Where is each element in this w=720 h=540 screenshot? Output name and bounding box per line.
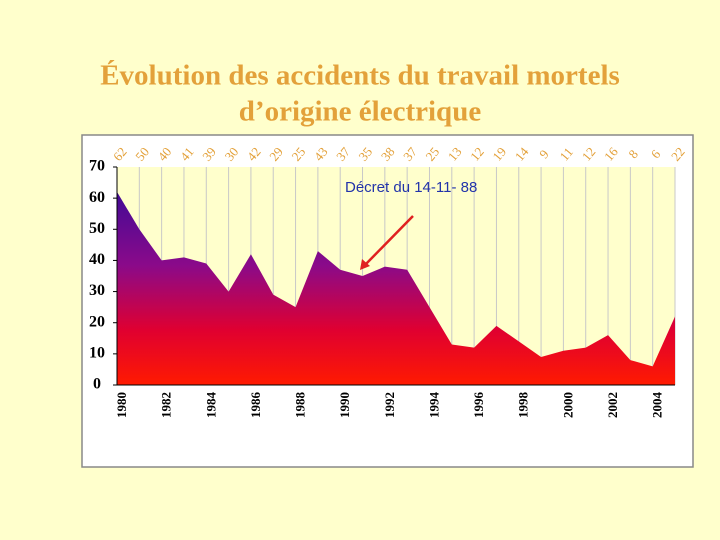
x-tick-label: 1988 bbox=[293, 392, 308, 419]
x-tick-label: 1994 bbox=[426, 392, 441, 419]
x-tick-label: 2000 bbox=[560, 392, 575, 418]
x-tick-label: 1998 bbox=[516, 392, 531, 419]
x-tick-label: 1982 bbox=[159, 392, 174, 418]
x-tick-label: 1984 bbox=[203, 392, 218, 419]
y-tick-label: 30 bbox=[89, 282, 105, 299]
arrow bbox=[363, 215, 414, 267]
x-tick-label: 2002 bbox=[605, 392, 620, 418]
y-tick-label: 40 bbox=[89, 251, 105, 268]
area bbox=[117, 191, 675, 385]
x-tick-label: 1986 bbox=[248, 392, 263, 419]
y-tick-label: 10 bbox=[89, 345, 105, 362]
arrowhead bbox=[360, 259, 370, 270]
y-tick-label: 70 bbox=[89, 158, 105, 175]
y-tick-label: 0 bbox=[93, 376, 101, 393]
x-tick-label: 1996 bbox=[471, 392, 486, 419]
x-tick-label: 1990 bbox=[337, 392, 352, 418]
y-tick-label: 20 bbox=[89, 313, 105, 330]
x-tick-label: 2004 bbox=[650, 392, 665, 419]
chart-title: Évolution des accidents du travail morte… bbox=[100, 59, 620, 92]
y-tick-label: 50 bbox=[89, 220, 105, 237]
x-tick-label: 1992 bbox=[382, 392, 397, 418]
annotation: Décret du 14-11- 88 bbox=[345, 179, 477, 196]
y-tick-label: 60 bbox=[89, 189, 105, 206]
x-tick-label: 1980 bbox=[114, 392, 129, 418]
chart-title: d’origine électrique bbox=[239, 96, 482, 128]
